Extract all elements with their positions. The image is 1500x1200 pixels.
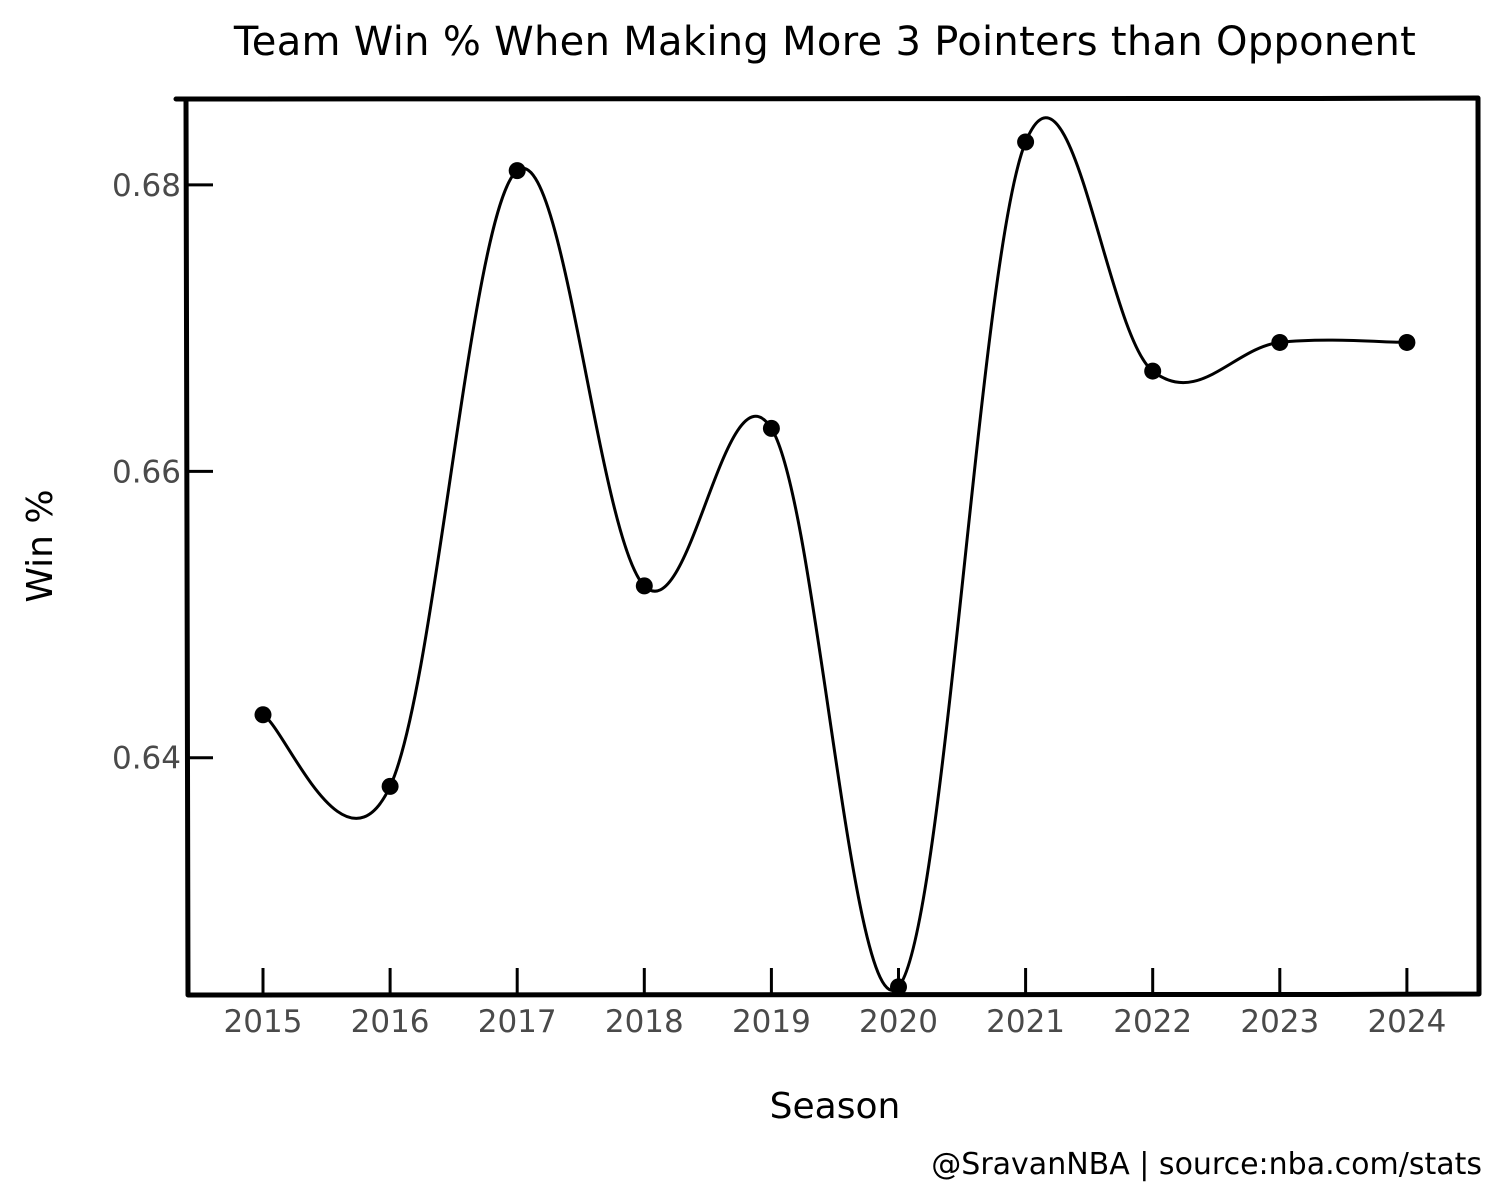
- data-point: [254, 706, 272, 724]
- x-axis-label: Season: [770, 1086, 901, 1127]
- chart-title: Team Win % When Making More 3 Pointers t…: [233, 19, 1416, 65]
- series-group: [254, 116, 1416, 996]
- x-tick-label: 2024: [1367, 1004, 1446, 1040]
- data-point: [890, 978, 907, 996]
- x-tick-label: 2016: [351, 1004, 430, 1040]
- plot-frame: [173, 95, 1482, 998]
- x-tick-label: 2021: [986, 1004, 1065, 1040]
- data-point: [762, 419, 780, 437]
- x-axis-ticks: 2015 2016 2017 2018 2019 2020 2021 2022 2023 2024: [224, 968, 1446, 1040]
- x-tick-label: 2015: [224, 1004, 303, 1040]
- data-point: [381, 777, 399, 795]
- x-tick-label: 2023: [1240, 1004, 1319, 1040]
- y-axis-label: Win %: [20, 489, 61, 602]
- data-point: [1398, 333, 1416, 351]
- x-tick-label: 2017: [478, 1004, 557, 1040]
- y-tick-label: 0.66: [112, 454, 181, 490]
- x-tick-label: 2018: [605, 1004, 684, 1040]
- data-point: [635, 577, 653, 595]
- data-point: [1144, 362, 1162, 380]
- y-tick-label: 0.64: [112, 741, 181, 777]
- data-point: [1271, 333, 1289, 351]
- series-line: [261, 116, 1409, 992]
- data-point: [1017, 133, 1035, 151]
- y-axis-ticks: 0.64 0.66 0.68: [112, 168, 213, 777]
- y-tick-label: 0.68: [112, 168, 181, 204]
- x-tick-label: 2020: [859, 1004, 938, 1040]
- credit-text: @SravanNBA | source:nba.com/stats: [931, 1147, 1482, 1182]
- x-tick-label: 2022: [1113, 1004, 1192, 1040]
- data-point: [508, 162, 526, 180]
- x-tick-label: 2019: [732, 1004, 811, 1040]
